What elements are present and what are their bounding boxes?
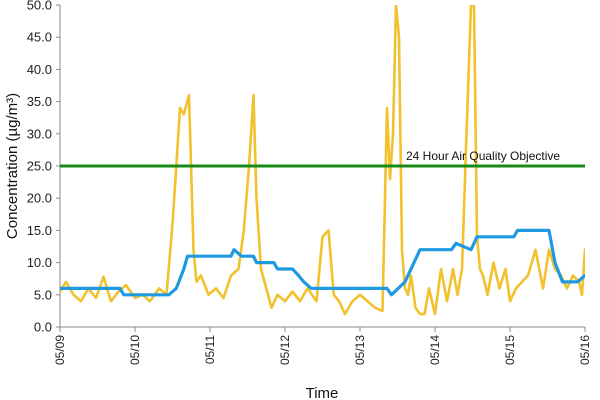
x-tick-label: 05/10 [128,335,142,365]
y-tick-label: 0.0 [34,320,52,335]
y-tick-label: 30.0 [27,126,52,141]
y-tick-label: 35.0 [27,94,52,109]
x-tick-label: 05/11 [203,335,217,364]
y-tick-label: 5.0 [34,287,52,302]
x-tick-label: 05/16 [578,335,592,365]
y-tick-label: 45.0 [27,30,52,45]
x-tick-label: 05/13 [353,335,367,365]
x-axis-ticks: 05/09 05/10 05/11 05/12 05/13 05/14 05/15 05/16 [53,327,592,365]
y-tick-label: 20.0 [27,191,52,206]
concentration-line [60,5,585,316]
series-layer [60,5,585,316]
x-tick-label: 05/15 [503,335,517,365]
x-axis-label: Time [306,385,339,400]
x-tick-label: 05/09 [53,335,67,365]
y-tick-label: 10.0 [27,255,52,270]
y-tick-label: 40.0 [27,62,52,77]
rolling-average-line [60,228,585,297]
y-axis-ticks: 0.0 5.0 10.0 15.0 20.0 25.0 30.0 35.0 40.0 45.0 50… [27,0,60,335]
objective-annotation: 24 Hour Air Quality Objective [406,149,560,163]
y-tick-label: 50.0 [27,0,52,13]
y-tick-label: 25.0 [27,159,52,174]
x-tick-label: 05/12 [278,335,292,365]
y-axis-label: Concentration (µg/m³) [4,93,21,239]
y-tick-label: 15.0 [27,223,52,238]
x-tick-label: 05/14 [428,335,442,365]
